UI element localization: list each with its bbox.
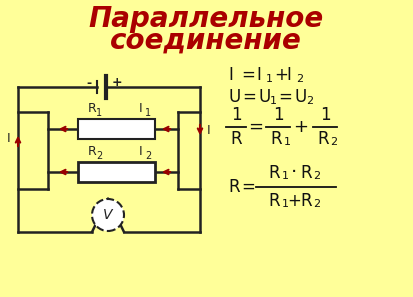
Text: I: I bbox=[139, 102, 143, 115]
Text: =: = bbox=[241, 178, 255, 196]
Text: 1: 1 bbox=[282, 171, 289, 181]
Text: 2: 2 bbox=[296, 74, 303, 84]
Text: 1: 1 bbox=[273, 106, 283, 124]
Text: I: I bbox=[286, 66, 291, 84]
Bar bbox=[78, 119, 155, 139]
Text: 2: 2 bbox=[306, 96, 313, 106]
Text: U: U bbox=[294, 88, 306, 106]
Text: +: + bbox=[274, 66, 288, 84]
Text: R: R bbox=[88, 145, 96, 158]
Text: I: I bbox=[7, 132, 11, 146]
Text: 1: 1 bbox=[270, 96, 277, 106]
Text: I: I bbox=[139, 145, 143, 158]
Text: R: R bbox=[270, 130, 282, 148]
Text: I: I bbox=[228, 66, 233, 84]
Text: 1: 1 bbox=[266, 74, 273, 84]
Text: R: R bbox=[268, 164, 280, 182]
Text: =: = bbox=[249, 118, 263, 136]
Text: Параллельное: Параллельное bbox=[88, 5, 324, 33]
Text: R: R bbox=[228, 178, 240, 196]
Text: -: - bbox=[86, 77, 92, 89]
Text: =: = bbox=[241, 66, 255, 84]
Text: +: + bbox=[287, 192, 301, 210]
Text: 1: 1 bbox=[96, 108, 102, 118]
Text: 2: 2 bbox=[330, 137, 337, 147]
Text: ·: · bbox=[291, 164, 297, 182]
Text: 2: 2 bbox=[96, 151, 102, 161]
Text: =: = bbox=[242, 88, 256, 106]
Text: +: + bbox=[112, 77, 122, 89]
Text: R: R bbox=[88, 102, 96, 115]
Text: I: I bbox=[256, 66, 261, 84]
Text: 1: 1 bbox=[231, 106, 241, 124]
Text: 1: 1 bbox=[145, 108, 151, 118]
Text: R: R bbox=[300, 164, 312, 182]
Text: +: + bbox=[294, 118, 309, 136]
Circle shape bbox=[92, 199, 124, 231]
Text: I: I bbox=[207, 124, 211, 137]
Text: 1: 1 bbox=[320, 106, 330, 124]
Text: R: R bbox=[230, 130, 242, 148]
Text: 2: 2 bbox=[313, 199, 320, 209]
Text: V: V bbox=[103, 208, 113, 222]
Text: 1: 1 bbox=[282, 199, 289, 209]
Bar bbox=[78, 162, 155, 182]
Text: U: U bbox=[258, 88, 270, 106]
Text: 1: 1 bbox=[283, 137, 290, 147]
Text: U: U bbox=[228, 88, 240, 106]
Text: 2: 2 bbox=[145, 151, 151, 161]
Text: R: R bbox=[300, 192, 312, 210]
Text: R: R bbox=[317, 130, 329, 148]
Text: =: = bbox=[278, 88, 292, 106]
Text: 2: 2 bbox=[313, 171, 320, 181]
Text: соединение: соединение bbox=[110, 27, 302, 55]
Text: R: R bbox=[268, 192, 280, 210]
